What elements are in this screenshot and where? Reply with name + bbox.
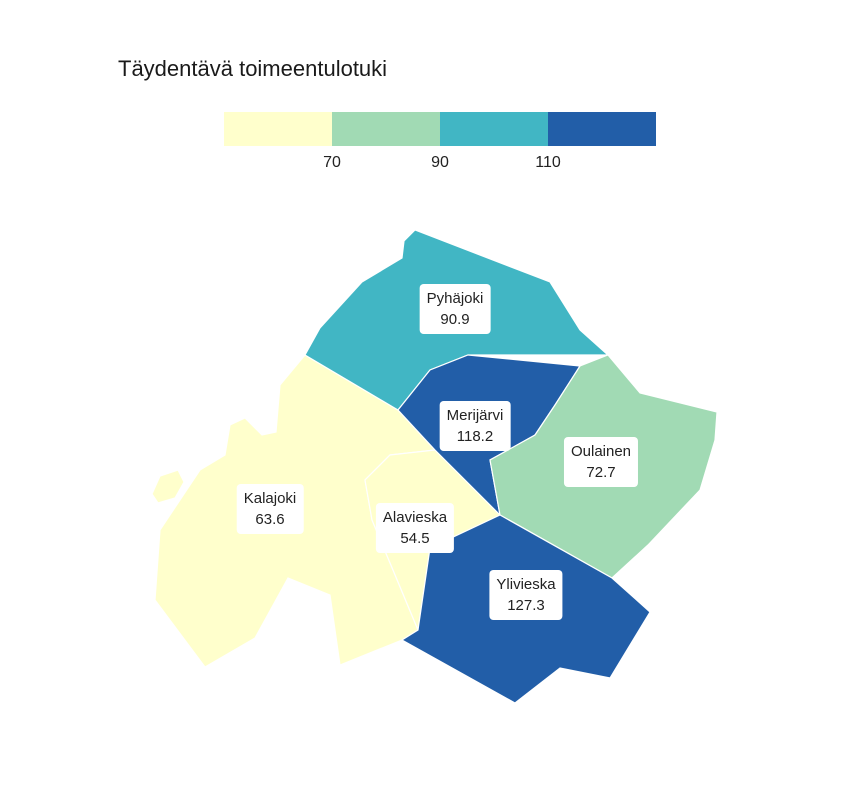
label-ylivieska: Ylivieska 127.3	[489, 570, 563, 620]
region-name: Kalajoki	[243, 490, 297, 507]
region-kalajoki-island[interactable]	[151, 469, 185, 504]
legend-tick-3: 110	[535, 154, 561, 171]
region-value: 118.2	[456, 428, 494, 445]
label-pyhajoki: Pyhäjoki 90.9	[419, 284, 491, 334]
legend-swatch-3	[440, 112, 548, 146]
legend-tick-1: 70	[323, 154, 341, 171]
region-name: Pyhäjoki	[426, 290, 484, 307]
map-title: Täydentävä toimeentulotuki	[118, 56, 388, 81]
region-name: Ylivieska	[496, 576, 556, 593]
legend-swatch-2	[332, 112, 440, 146]
label-alavieska: Alavieska 54.5	[375, 503, 455, 553]
region-value: 63.6	[255, 511, 285, 528]
region-value: 127.3	[507, 597, 545, 614]
color-legend	[224, 112, 656, 146]
region-name: Merijärvi	[446, 407, 504, 424]
label-kalajoki: Kalajoki 63.6	[236, 484, 304, 534]
region-value: 54.5	[400, 530, 430, 547]
region-name: Oulainen	[570, 443, 632, 460]
legend-swatch-1	[224, 112, 332, 146]
legend-swatch-4	[548, 112, 656, 146]
label-merijarvi: Merijärvi 118.2	[439, 401, 511, 451]
legend-tick-2: 90	[431, 154, 449, 171]
region-value: 72.7	[586, 464, 616, 481]
region-value: 90.9	[440, 311, 470, 328]
label-oulainen: Oulainen 72.7	[563, 437, 639, 487]
region-name: Alavieska	[382, 509, 448, 526]
